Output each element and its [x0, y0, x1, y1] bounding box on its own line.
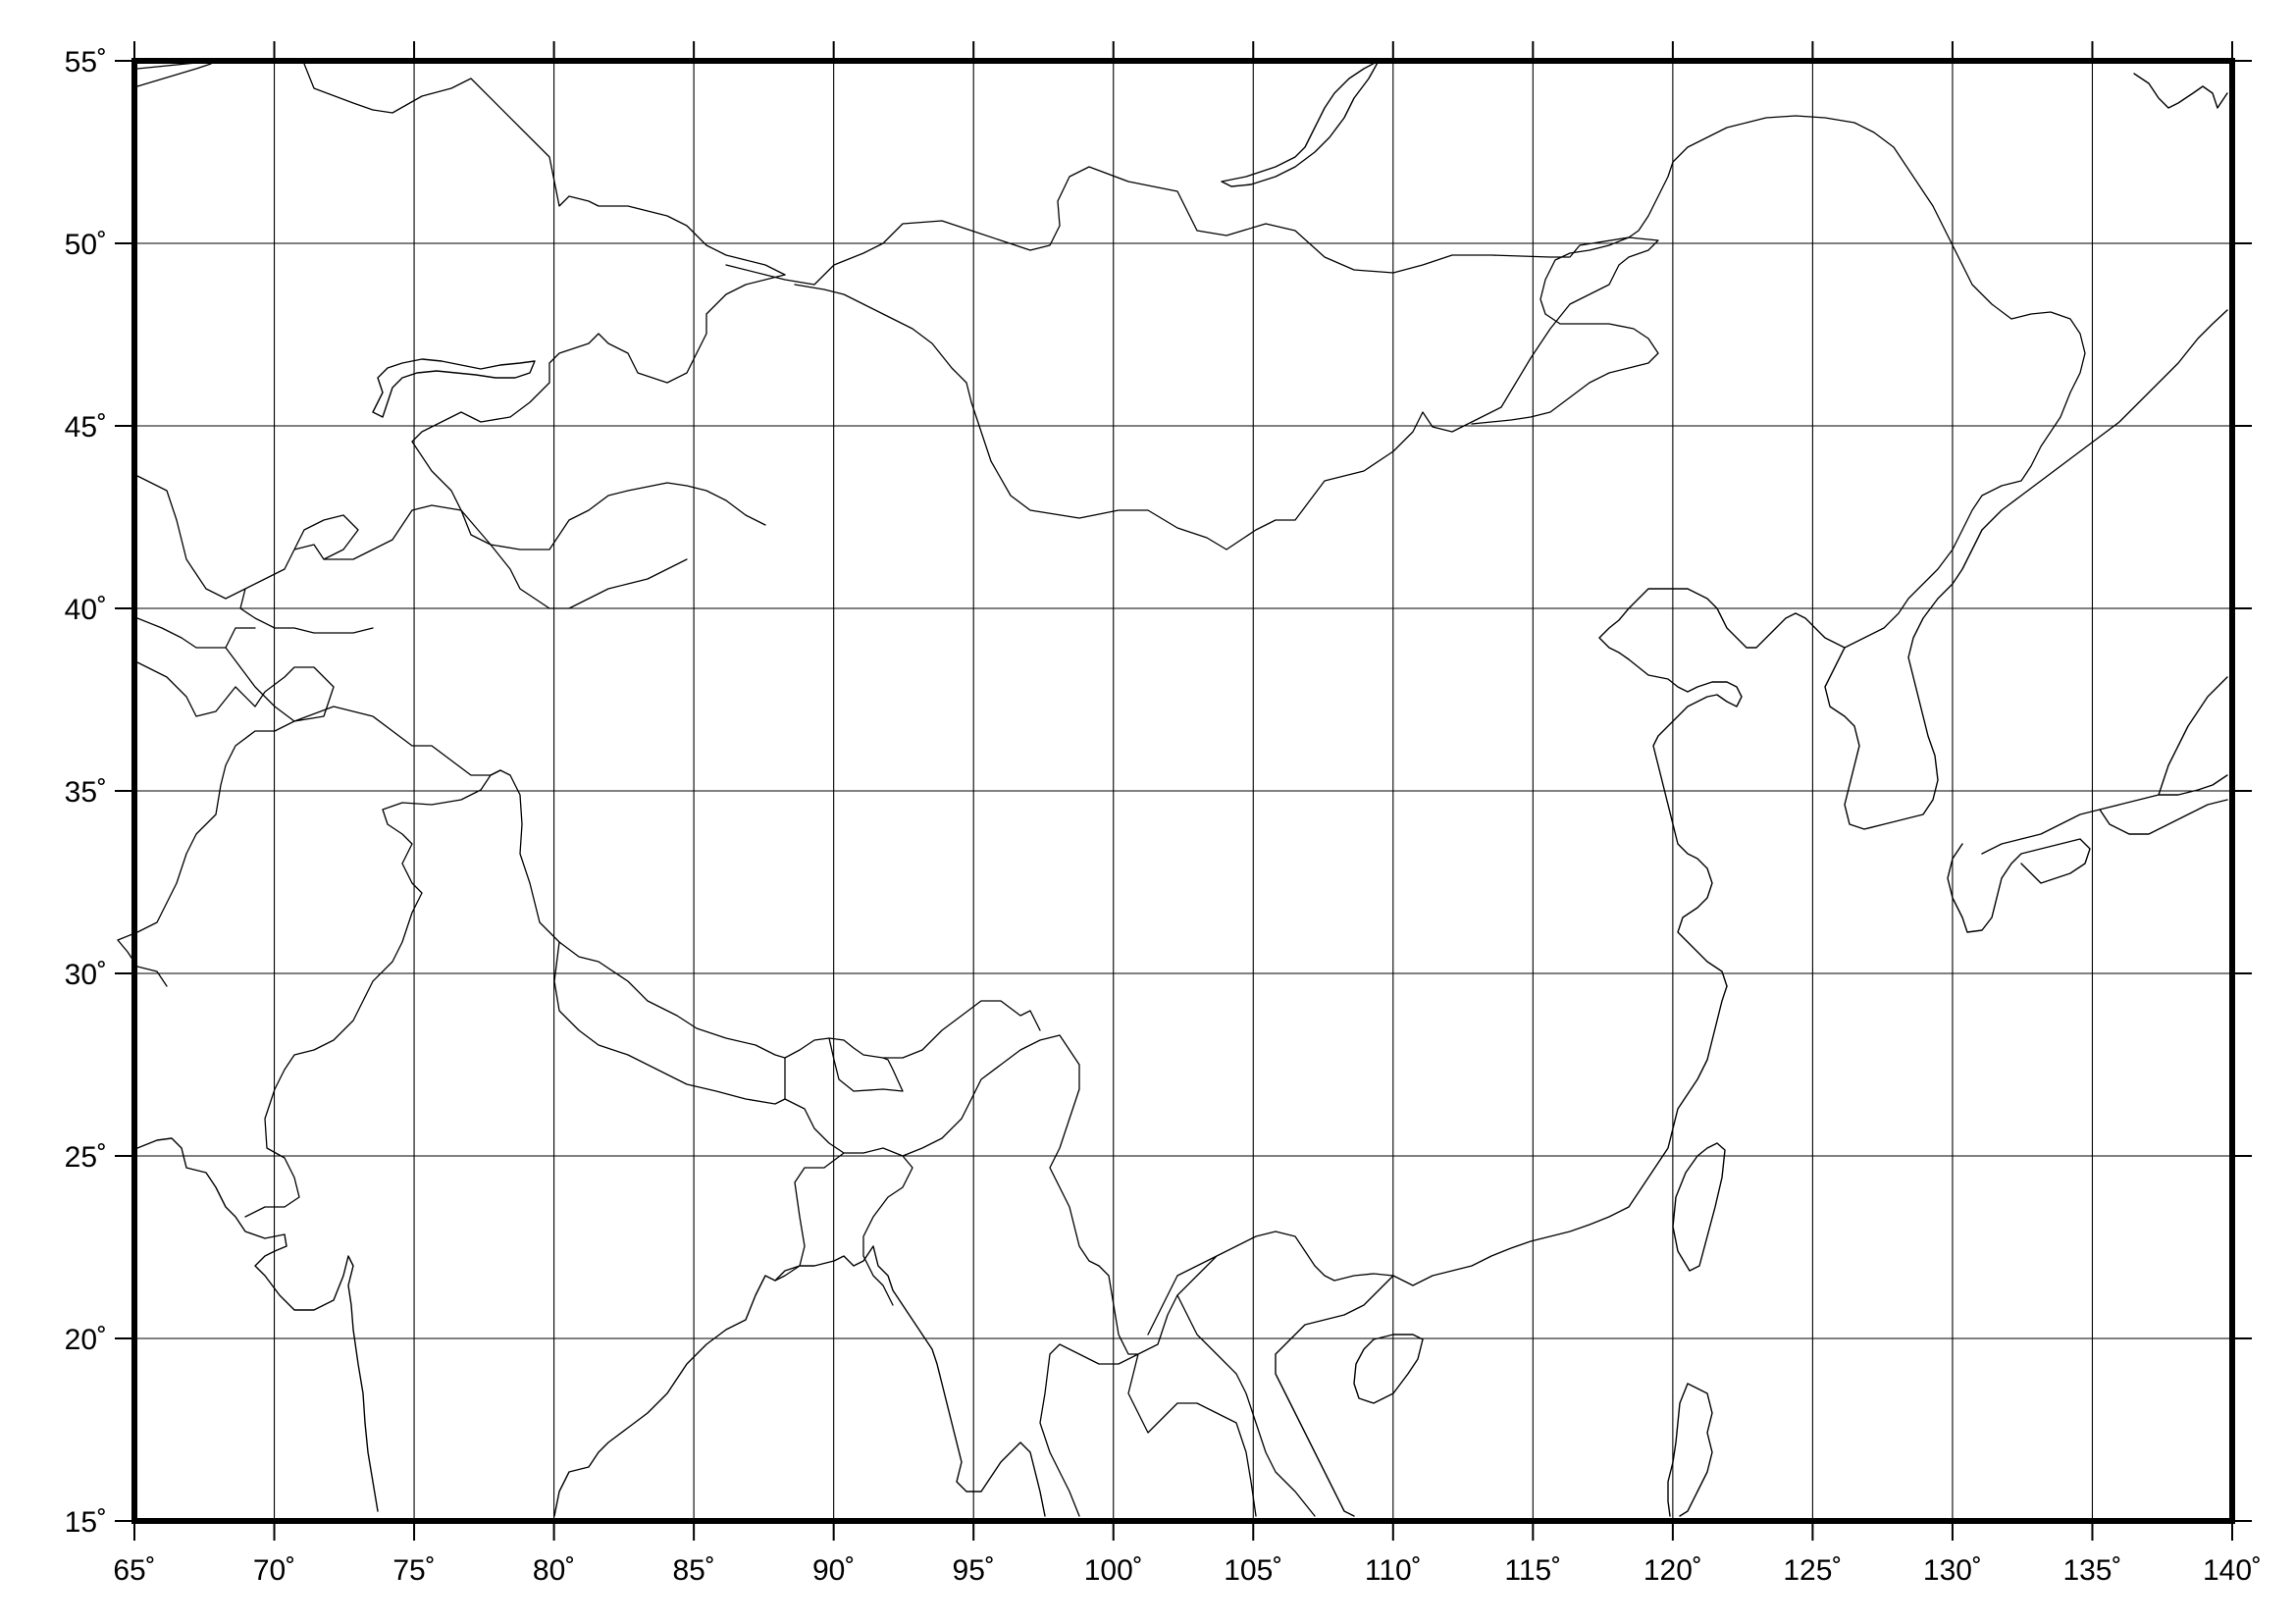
lon-tick-label: 120˚ [1643, 1554, 1702, 1587]
lon-tick-label: 110˚ [1365, 1554, 1422, 1587]
lat-tick-label: 45˚ [65, 411, 107, 444]
lat-tick-label: 30˚ [65, 959, 107, 991]
lat-tick-label: 55˚ [65, 46, 107, 79]
map-features [117, 60, 2228, 1517]
northeast-china-border [1471, 236, 1659, 425]
taiwan-island-coastline [1672, 1142, 1726, 1272]
lon-tick-label: 130˚ [1923, 1554, 1982, 1587]
india-pakistan-border [244, 769, 501, 1218]
lat-tick-label: 15˚ [65, 1506, 107, 1539]
lon-tick-label: 70˚ [253, 1554, 295, 1587]
lon-tick-label: 80˚ [533, 1554, 575, 1587]
japan-islands-coastline [1947, 676, 2228, 933]
sakhalin-coastline [2133, 73, 2228, 109]
mongolia-border [725, 166, 1659, 550]
lake-balkhash-shoreline [372, 358, 536, 418]
kazakhstan-russia-border [136, 63, 786, 276]
lat-tick-label: 20˚ [65, 1324, 107, 1356]
china-korea-russia-border [1628, 115, 2086, 649]
lat-tick-label: 40˚ [65, 594, 107, 626]
china-india-border [499, 769, 1041, 1059]
lon-tick-label: 85˚ [672, 1554, 714, 1587]
vietnam-coastline [1275, 1275, 1394, 1517]
luzon-island-coastline [1667, 1383, 1713, 1517]
lon-tick-label: 140˚ [2203, 1554, 2262, 1587]
lon-tick-label: 115˚ [1504, 1554, 1561, 1587]
lon-tick-label: 100˚ [1084, 1554, 1143, 1587]
lon-tick-label: 105˚ [1224, 1554, 1282, 1587]
indochina-borders [1039, 1231, 1394, 1517]
lat-tick-label: 50˚ [65, 229, 107, 261]
lon-tick-label: 75˚ [392, 1554, 435, 1587]
bhutan-border [828, 1037, 904, 1092]
axis-labels: 65˚ 70˚ 75˚ 80˚ 85˚ 90˚ 95˚ 100˚ 105˚ 110˚ 115˚ 120… [65, 46, 2262, 1587]
east-china-coastline [1598, 588, 1846, 987]
russian-far-east-coastline [1981, 309, 2228, 531]
nepal-border [553, 941, 786, 1105]
afghanistan-pakistan-border [117, 661, 501, 987]
central-asia-borders [136, 475, 688, 722]
india-northeast-borders [774, 1034, 1100, 1306]
china-kazakhstan-border [411, 274, 786, 550]
graticule [134, 61, 2232, 1521]
lon-tick-label: 65˚ [113, 1554, 155, 1587]
lon-tick-label: 90˚ [812, 1554, 855, 1587]
lon-tick-label: 95˚ [953, 1554, 995, 1587]
axis-ticks [115, 41, 2252, 1541]
lon-tick-label: 135˚ [2062, 1554, 2121, 1587]
bay-of-bengal-coastline [553, 1245, 1046, 1517]
lon-tick-label: 125˚ [1783, 1554, 1842, 1587]
korea-peninsula-coastline [1824, 529, 1983, 830]
hainan-island-coastline [1353, 1334, 1424, 1404]
arabian-sea-coastline [136, 1137, 379, 1512]
lat-tick-label: 25˚ [65, 1141, 107, 1174]
lat-tick-label: 35˚ [65, 776, 107, 809]
lake-baikal-shoreline [1221, 60, 1380, 187]
south-china-coastline [1392, 985, 1728, 1286]
